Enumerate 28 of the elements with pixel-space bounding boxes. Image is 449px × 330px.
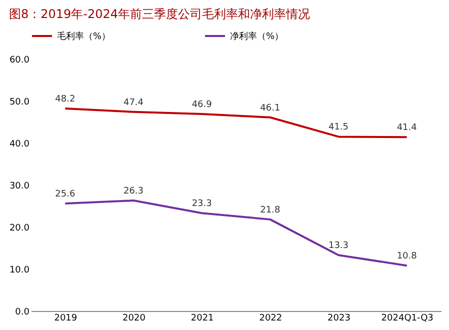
- data-label: 26.3: [123, 186, 144, 197]
- data-label: 10.8: [396, 252, 418, 262]
- x-tick-label: 2021: [190, 314, 214, 324]
- y-tick-label: 50.0: [9, 98, 30, 108]
- y-tick-label: 60.0: [9, 56, 30, 66]
- y-tick-label: 40.0: [9, 140, 30, 150]
- data-label: 46.1: [260, 103, 280, 114]
- y-tick-label: 0.0: [15, 308, 30, 318]
- data-label: 13.3: [328, 241, 349, 252]
- data-label: 41.5: [328, 122, 349, 133]
- data-label: 41.4: [396, 123, 418, 134]
- data-label: 46.9: [192, 100, 212, 110]
- y-tick-label: 30.0: [9, 182, 30, 192]
- data-label: 48.2: [55, 94, 76, 105]
- data-label: 21.8: [260, 205, 280, 216]
- chart-title: 图8：2019年-2024年前三季度公司毛利率和净利率情况: [8, 7, 310, 21]
- x-tick-label: 2019: [54, 314, 78, 324]
- x-tick-label: 2024Q1-Q3: [381, 314, 434, 324]
- legend-label: 净利率（%）: [230, 31, 284, 42]
- y-tick-label: 10.0: [9, 266, 30, 276]
- data-label: 23.3: [192, 199, 212, 210]
- x-tick-label: 2022: [259, 314, 282, 324]
- data-label: 47.4: [123, 98, 144, 108]
- y-tick-label: 20.0: [9, 224, 30, 234]
- legend-label: 毛利率（%）: [57, 31, 111, 42]
- x-tick-label: 2020: [122, 314, 146, 324]
- data-label: 25.6: [55, 189, 76, 200]
- x-tick-label: 2023: [328, 314, 350, 324]
